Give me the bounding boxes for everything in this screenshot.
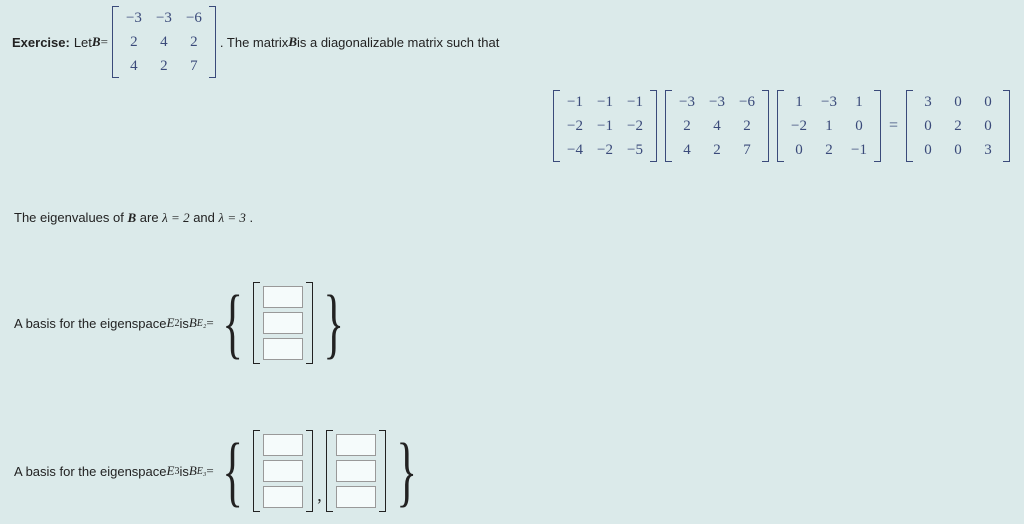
lambda-1: λ = 2 (162, 210, 189, 225)
E2-set: { } (214, 282, 353, 364)
E3-Bsub: E₃ (197, 466, 207, 477)
lbrace-icon: { (222, 293, 243, 353)
E3-v2-2[interactable] (336, 460, 376, 482)
E2-Bsub: E₂ (197, 318, 207, 329)
eig-mid: are (140, 210, 162, 225)
E2-line: A basis for the eigenspace E2 is BE₂ = {… (0, 264, 1024, 364)
diagonalization-equation: −1−1−1−2−1−2−4−2−5 −3−3−6242427 1−31−210… (0, 90, 1024, 162)
E3-line: A basis for the eigenspace E3 is BE₃ = {… (0, 412, 1024, 512)
E2-prefix: A basis for the eigenspace (14, 316, 167, 331)
E3-is: is (179, 464, 188, 479)
let-text: Let (74, 35, 92, 50)
E2-vector-1 (253, 282, 313, 364)
E2-eq: = (206, 315, 213, 331)
B-symbol-2: B (288, 34, 297, 50)
eq-sign: = (101, 34, 108, 50)
eig-and: and (193, 210, 218, 225)
E3-eq: = (206, 463, 213, 479)
matrix-P: 1−31−21002−1 (777, 90, 881, 162)
E3-v1-1[interactable] (263, 434, 303, 456)
E2-Bsym: B (189, 315, 197, 331)
matrix-B-again: −3−3−6242427 (665, 90, 769, 162)
E3-v1-2[interactable] (263, 460, 303, 482)
E3-v2-1[interactable] (336, 434, 376, 456)
lambda-2: λ = 3 (219, 210, 246, 225)
E3-vector-2 (326, 430, 386, 512)
rbrace-icon: } (324, 293, 345, 353)
matrix-D: 300020003 (906, 90, 1010, 162)
E3-E: E (167, 463, 175, 479)
equals-sign: = (889, 117, 898, 135)
E3-v2-3[interactable] (336, 486, 376, 508)
E2-E: E (167, 315, 175, 331)
E2-v1-1[interactable] (263, 286, 303, 308)
eigenvalues-line: The eigenvalues of B are λ = 2 and λ = 3… (0, 192, 1024, 226)
exercise-label: Exercise: (12, 35, 70, 50)
E3-Bsym: B (189, 463, 197, 479)
after-text: . The matrix (220, 35, 288, 50)
E3-v1-3[interactable] (263, 486, 303, 508)
exercise-row: Exercise: Let B = −3−3−6242427 . The mat… (0, 0, 1024, 78)
matrix-B: −3−3−6242427 (112, 6, 216, 78)
E2-v1-3[interactable] (263, 338, 303, 360)
E3-vector-1 (253, 430, 313, 512)
rbrace-icon: } (396, 441, 417, 501)
eig-prefix: The eigenvalues of (14, 210, 127, 225)
comma: , (317, 485, 322, 512)
after-text-2: is a diagonalizable matrix such that (297, 35, 499, 50)
E3-prefix: A basis for the eigenspace (14, 464, 167, 479)
lbrace-icon: { (222, 441, 243, 501)
E2-v1-2[interactable] (263, 312, 303, 334)
eig-dot: . (250, 210, 254, 225)
matrix-Pinv: −1−1−1−2−1−2−4−2−5 (553, 90, 657, 162)
E3-set: { , } (214, 430, 425, 512)
B-symbol: B (92, 34, 101, 50)
eig-B: B (127, 210, 136, 225)
E2-is: is (179, 316, 188, 331)
